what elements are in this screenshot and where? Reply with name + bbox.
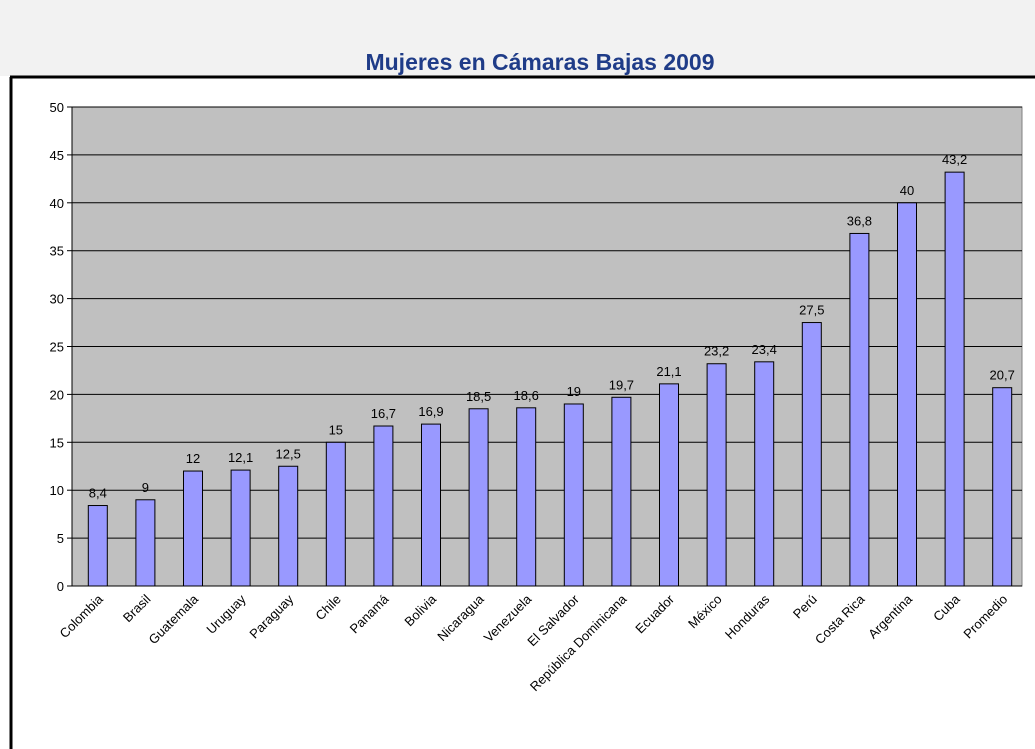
value-label: 19 bbox=[567, 384, 581, 399]
value-label: 12 bbox=[186, 451, 200, 466]
bar bbox=[87, 505, 108, 587]
bar bbox=[325, 441, 346, 587]
x-tick-label: Paraguay bbox=[246, 591, 296, 641]
value-label: 9 bbox=[142, 480, 149, 495]
value-label: 23,4 bbox=[752, 342, 777, 357]
x-tick-label: Ecuador bbox=[632, 591, 677, 636]
x-tick-label: Colombia bbox=[56, 591, 106, 641]
x-tick-label: Promedio bbox=[960, 592, 1010, 642]
x-tick-label: Chile bbox=[312, 592, 344, 624]
x-tick-label: Honduras bbox=[722, 591, 773, 642]
value-label: 40 bbox=[900, 183, 914, 198]
x-tick-label: Argentina bbox=[865, 591, 916, 642]
y-tick-label: 25 bbox=[50, 340, 64, 355]
bar bbox=[278, 465, 299, 587]
y-tick-label: 15 bbox=[50, 435, 64, 450]
bar bbox=[373, 425, 394, 587]
bar bbox=[849, 232, 870, 587]
y-tick-label: 5 bbox=[57, 531, 64, 546]
x-tick-label: Uruguay bbox=[203, 591, 249, 637]
value-label: 43,2 bbox=[942, 152, 967, 167]
y-tick-label: 45 bbox=[50, 148, 64, 163]
header-band bbox=[0, 0, 1035, 76]
value-label: 20,7 bbox=[990, 368, 1015, 383]
value-label: 18,5 bbox=[466, 389, 491, 404]
value-label: 18,6 bbox=[514, 388, 539, 403]
x-tick-label: Cuba bbox=[930, 591, 963, 624]
bar bbox=[230, 469, 251, 587]
x-tick-label: Bolivia bbox=[401, 591, 439, 629]
bar bbox=[183, 470, 203, 587]
value-label: 27,5 bbox=[799, 303, 824, 318]
x-tick-label: Nicaragua bbox=[434, 591, 487, 644]
y-tick-label: 40 bbox=[50, 196, 64, 211]
value-label: 23,2 bbox=[704, 344, 729, 359]
y-tick-label: 0 bbox=[57, 579, 64, 594]
y-tick-label: 50 bbox=[50, 100, 64, 115]
bar bbox=[706, 363, 727, 587]
value-label: 16,7 bbox=[371, 406, 396, 421]
bar bbox=[611, 396, 632, 587]
chart-title: Mujeres en Cámaras Bajas 2009 bbox=[365, 49, 714, 75]
value-label: 15 bbox=[329, 422, 343, 437]
x-tick-label: Guatemala bbox=[146, 591, 202, 647]
y-tick-label: 30 bbox=[50, 292, 64, 307]
x-tick-label: Brasil bbox=[120, 591, 154, 625]
bar bbox=[754, 361, 775, 587]
bar bbox=[897, 202, 917, 587]
x-tick-label: Costa Rica bbox=[812, 591, 868, 647]
bar bbox=[135, 499, 156, 587]
bar bbox=[801, 322, 822, 587]
value-label: 16,9 bbox=[418, 404, 443, 419]
bar bbox=[421, 423, 441, 587]
value-label: 36,8 bbox=[847, 213, 872, 228]
value-label: 8,4 bbox=[89, 486, 107, 501]
bar bbox=[992, 387, 1013, 587]
bar bbox=[516, 407, 537, 587]
y-tick-label: 20 bbox=[50, 387, 64, 402]
bar bbox=[659, 383, 679, 587]
x-tick-label: México bbox=[685, 592, 725, 632]
value-label: 19,7 bbox=[609, 377, 634, 392]
y-tick-label: 35 bbox=[50, 244, 64, 259]
x-tick-label: República Dominicana bbox=[527, 591, 630, 694]
bar bbox=[944, 171, 965, 587]
bar bbox=[468, 408, 489, 587]
value-label: 12,1 bbox=[228, 450, 253, 465]
bar bbox=[563, 403, 584, 587]
x-tick-label: Perú bbox=[790, 592, 820, 622]
value-label: 21,1 bbox=[656, 364, 681, 379]
x-tick-label: Panamá bbox=[347, 591, 392, 636]
y-tick-label: 10 bbox=[50, 483, 64, 498]
value-label: 12,5 bbox=[276, 446, 301, 461]
